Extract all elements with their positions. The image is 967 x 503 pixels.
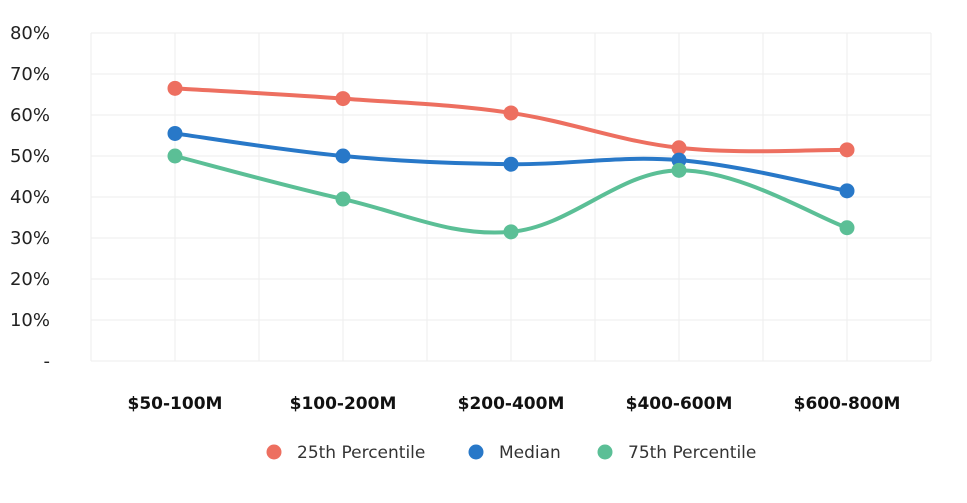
y-tick-label: 80%: [10, 23, 50, 44]
legend-item: 75th Percentile: [597, 443, 756, 463]
legend-label: Median: [499, 443, 561, 463]
y-axis-ticks: - 10% 20% 30% 40% 50% 60% 70% 80%: [10, 23, 50, 372]
y-tick-label: 30%: [10, 228, 50, 249]
y-tick-label: 50%: [10, 146, 50, 167]
legend-item: 25th Percentile: [266, 443, 425, 463]
chart-grid: [90, 32, 932, 362]
data-point: [335, 148, 351, 164]
data-point: [671, 162, 687, 178]
data-point: [503, 224, 519, 240]
data-point: [167, 148, 183, 164]
data-point: [335, 91, 351, 107]
y-tick-label: 20%: [10, 269, 50, 290]
y-tick-label: -: [44, 351, 51, 372]
data-point: [839, 220, 855, 236]
x-axis-ticks: $50-100M $100-200M $200-400M $400-600M $600-…: [128, 394, 901, 414]
data-point: [839, 142, 855, 158]
legend-marker: [597, 444, 613, 460]
chart-legend: 25th Percentile Median 75th Percentile: [266, 443, 756, 463]
legend-item: Median: [468, 443, 561, 463]
data-point: [671, 152, 687, 168]
legend-label: 25th Percentile: [297, 443, 425, 463]
data-point: [167, 80, 183, 96]
series-points: [167, 80, 855, 240]
legend-marker: [468, 444, 484, 460]
x-tick-label: $200-400M: [458, 394, 565, 414]
data-point: [839, 183, 855, 199]
x-tick-label: $400-600M: [626, 394, 733, 414]
data-point: [167, 125, 183, 141]
y-tick-label: 10%: [10, 310, 50, 331]
data-point: [503, 105, 519, 121]
x-tick-label: $600-800M: [794, 394, 901, 414]
data-point: [671, 140, 687, 156]
x-tick-label: $100-200M: [290, 394, 397, 414]
legend-label: 75th Percentile: [628, 443, 756, 463]
legend-marker: [266, 444, 282, 460]
x-tick-label: $50-100M: [128, 394, 223, 414]
data-point: [335, 191, 351, 207]
y-tick-label: 60%: [10, 105, 50, 126]
data-point: [503, 156, 519, 172]
y-tick-label: 40%: [10, 187, 50, 208]
y-tick-label: 70%: [10, 64, 50, 85]
